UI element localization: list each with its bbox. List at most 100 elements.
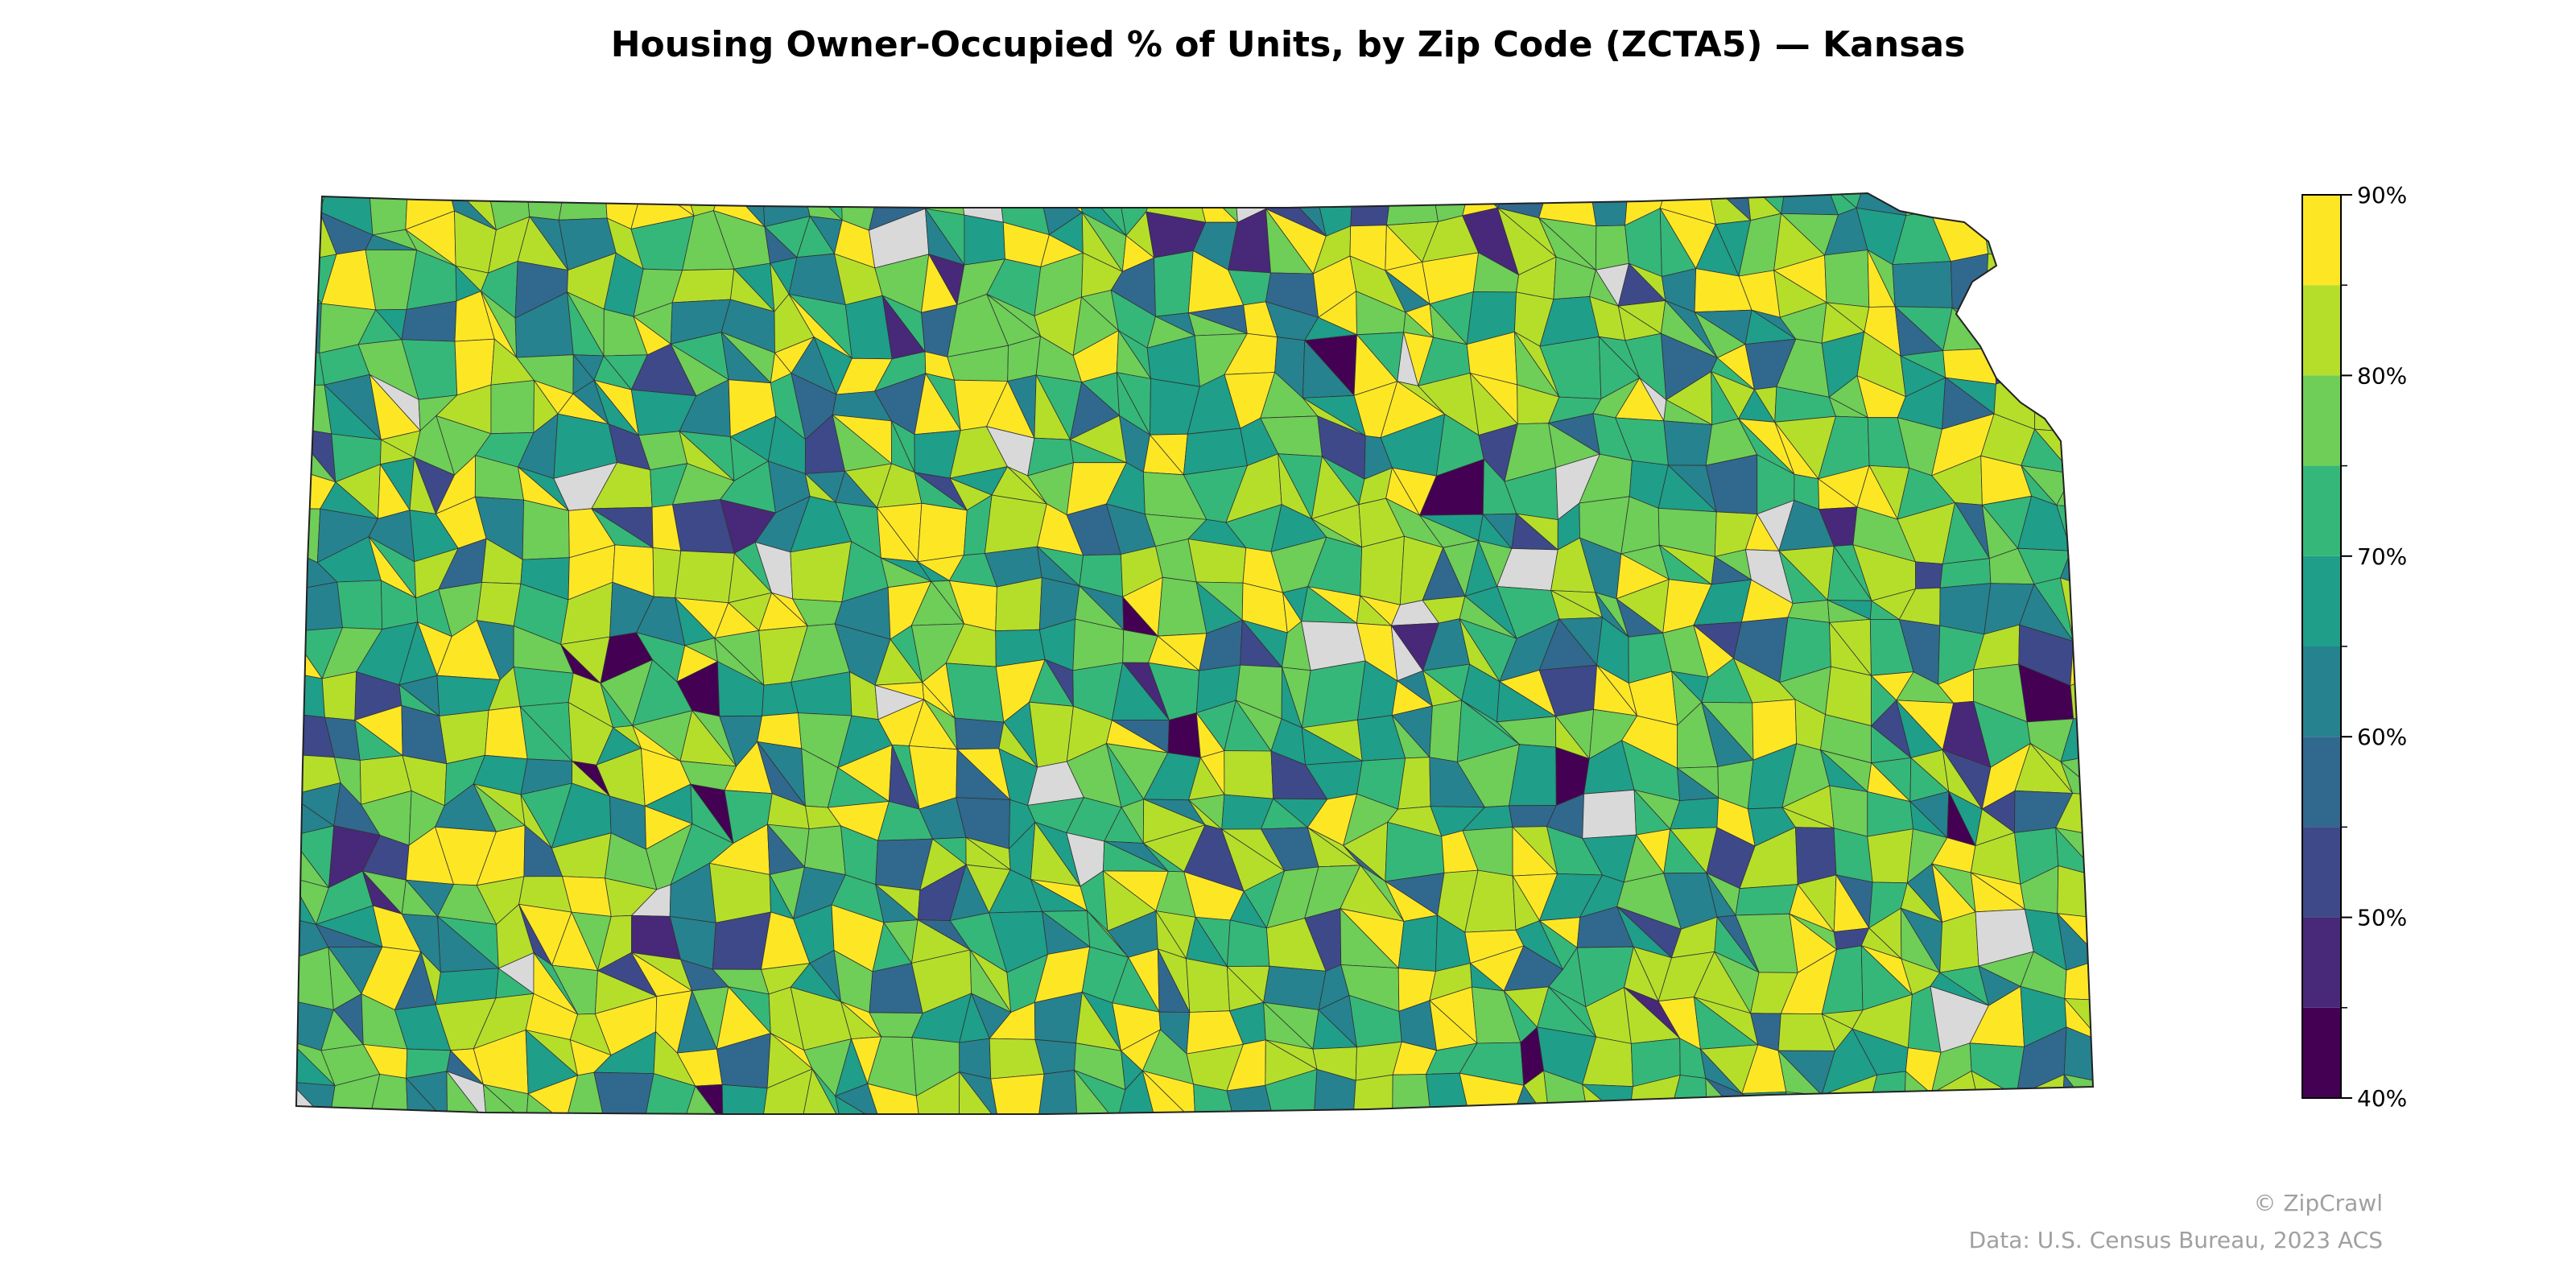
zcta-region <box>2029 352 2063 383</box>
zcta-region <box>1735 884 1798 916</box>
colorbar-legend: 90% 80% 70% 60% 50% 40% <box>2301 182 2407 1112</box>
zcta-region <box>1352 1074 1393 1114</box>
zcta-region <box>2061 193 2093 223</box>
zcta-region <box>296 193 320 223</box>
colorbar-tick-label: 40% <box>2357 1085 2407 1112</box>
zcta-region <box>964 214 1005 266</box>
zcta-region <box>671 268 735 303</box>
zcta-region <box>513 667 574 708</box>
zcta-region <box>675 550 735 604</box>
zcta-region <box>1785 1091 1827 1114</box>
zcta-region <box>296 581 343 633</box>
zcta-region <box>1892 261 1953 308</box>
zcta-region <box>1741 1092 1788 1114</box>
zcta-region <box>1930 193 1984 217</box>
zcta-region <box>1794 827 1837 886</box>
zcta-region <box>1740 1091 1787 1114</box>
zcta-region <box>2073 256 2093 305</box>
zcta-region <box>995 577 1042 632</box>
colorbar-tick-label: 80% <box>2357 362 2407 389</box>
map-title: Housing Owner-Occupied % of Units, by Zi… <box>610 24 1966 65</box>
colorbar-bin <box>2302 737 2341 828</box>
zcta-region <box>2057 426 2093 475</box>
zcta-region <box>1942 307 1996 351</box>
colorbar-tick-label: 90% <box>2357 182 2407 208</box>
zcta-region <box>1867 828 1913 884</box>
zcta-region <box>1833 828 1873 883</box>
zcta-region <box>368 193 409 236</box>
colorbar-bin <box>2302 285 2341 376</box>
zcta-region <box>990 1073 1045 1114</box>
colorbar-bin <box>2302 1007 2341 1098</box>
zcta-region <box>1588 193 1629 227</box>
data-source-credit: Data: U.S. Census Bureau, 2023 ACS <box>1968 1227 2383 1253</box>
colorbar-bin <box>2302 827 2341 918</box>
zcta-region <box>2020 257 2075 299</box>
zcta-region <box>2062 382 2093 428</box>
zcta-region <box>1392 1074 1432 1114</box>
zcta-region <box>1037 1070 1078 1114</box>
zcta-region <box>1429 700 1463 762</box>
zcta-region <box>296 947 334 1010</box>
zcta-region <box>1950 253 1989 316</box>
zcta-region <box>296 671 325 718</box>
zcta-region <box>439 709 489 765</box>
zcta-region <box>1581 1084 1633 1114</box>
zcta-region <box>2047 221 2093 264</box>
zcta-region <box>1029 701 1074 768</box>
zcta-region <box>1939 911 1979 973</box>
colorbar-bin <box>2302 195 2341 286</box>
zcta-region <box>1263 965 1327 1010</box>
zcta-region <box>526 1093 567 1114</box>
zcta-region <box>1141 1069 1196 1114</box>
colorbar-bin <box>2302 646 2341 737</box>
zcta-region <box>321 671 357 721</box>
zcta-region <box>2048 193 2093 229</box>
zcta-region <box>2048 227 2093 264</box>
colorbar-bin <box>2302 375 2341 466</box>
zcta-region <box>1994 348 2036 385</box>
zcta-region <box>945 663 1005 723</box>
zcta-region <box>564 1071 605 1114</box>
zcta-region <box>1942 193 1984 217</box>
zcta-region <box>2074 257 2093 306</box>
zcta-region <box>1167 712 1201 758</box>
zcta-region <box>1074 1069 1118 1114</box>
zcta-region <box>2023 230 2076 261</box>
zcta-region <box>296 508 321 564</box>
zcta-region <box>490 380 535 435</box>
zcta-region <box>1186 958 1230 1013</box>
zcta-region <box>296 262 323 305</box>
colorbar-tick-label: 60% <box>2357 724 2407 750</box>
colorbar-bin <box>2302 465 2341 556</box>
zcta-region <box>476 582 522 626</box>
zcta-region <box>1301 660 1366 729</box>
zcta-region <box>1154 250 1194 317</box>
zcta-region <box>2034 371 2058 431</box>
zcta-region <box>522 499 570 560</box>
zcta-region <box>1984 296 2030 354</box>
zcta-region <box>1821 1094 1866 1114</box>
zcta-region <box>643 1073 696 1114</box>
zcta-region <box>1385 193 1439 226</box>
zcta-region <box>336 580 383 630</box>
brand-credit: © ZipCrawl <box>2253 1190 2383 1216</box>
zcta-region <box>803 825 846 876</box>
zcta-region <box>1903 193 1944 217</box>
colorbar-bin <box>2302 917 2341 1008</box>
zcta-region <box>2022 227 2075 258</box>
zcta-region <box>1224 750 1274 799</box>
zcta-region <box>2057 356 2093 386</box>
zcta-region <box>1824 250 1870 308</box>
zcta-region <box>1915 561 1943 589</box>
zcta-region <box>2057 381 2093 431</box>
zcta-region <box>2020 296 2074 357</box>
zcta-region <box>2057 297 2093 358</box>
zcta-region <box>954 717 1005 750</box>
zcta-region <box>866 1083 921 1114</box>
zcta-region <box>1350 193 1393 227</box>
zcta-region <box>762 1068 813 1114</box>
zcta-choropleth <box>296 193 2093 1114</box>
zcta-region <box>1984 253 2026 316</box>
